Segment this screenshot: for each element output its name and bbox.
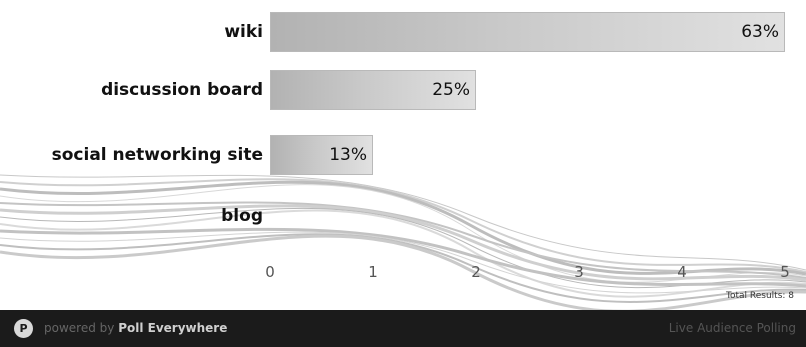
footer-tagline: Live Audience Polling xyxy=(668,321,796,335)
x-tick-label: 2 xyxy=(471,263,481,281)
bar xyxy=(270,12,785,52)
wave-line xyxy=(0,233,806,303)
category-label: blog xyxy=(221,206,263,226)
total-results: Total Results: 8 xyxy=(726,291,794,301)
wave-line xyxy=(0,201,806,279)
poll-everywhere-logo-icon[interactable]: P xyxy=(14,319,33,338)
wave-line xyxy=(0,174,806,271)
bar-value-label: 25% xyxy=(432,80,470,100)
wave-line xyxy=(0,204,806,282)
bar xyxy=(270,135,373,175)
wave-line xyxy=(0,178,806,273)
x-tick-label: 1 xyxy=(368,263,378,281)
powered-by-prefix: powered by xyxy=(44,321,115,335)
category-label: wiki xyxy=(224,22,263,42)
bar xyxy=(270,70,476,110)
x-tick-label: 4 xyxy=(677,263,687,281)
wave-line xyxy=(0,227,806,288)
powered-by-text: powered by Poll Everywhere xyxy=(44,321,227,335)
category-label: social networking site xyxy=(51,145,263,165)
brand-link[interactable]: Poll Everywhere xyxy=(118,321,228,335)
wave-line xyxy=(0,234,806,310)
category-label: discussion board xyxy=(101,80,263,100)
decorative-wave-background xyxy=(0,174,806,310)
x-tick-label: 0 xyxy=(265,263,275,281)
wave-line xyxy=(0,231,806,294)
x-tick-label: 5 xyxy=(780,263,790,281)
bar-value-label: 63% xyxy=(741,22,779,42)
footer-bar: P powered by Poll Everywhere Live Audien… xyxy=(0,310,806,347)
x-tick-label: 3 xyxy=(574,263,584,281)
bar-value-label: 13% xyxy=(329,145,367,165)
poll-chart: wiki 63% discussion board 25% social network… xyxy=(0,12,806,310)
